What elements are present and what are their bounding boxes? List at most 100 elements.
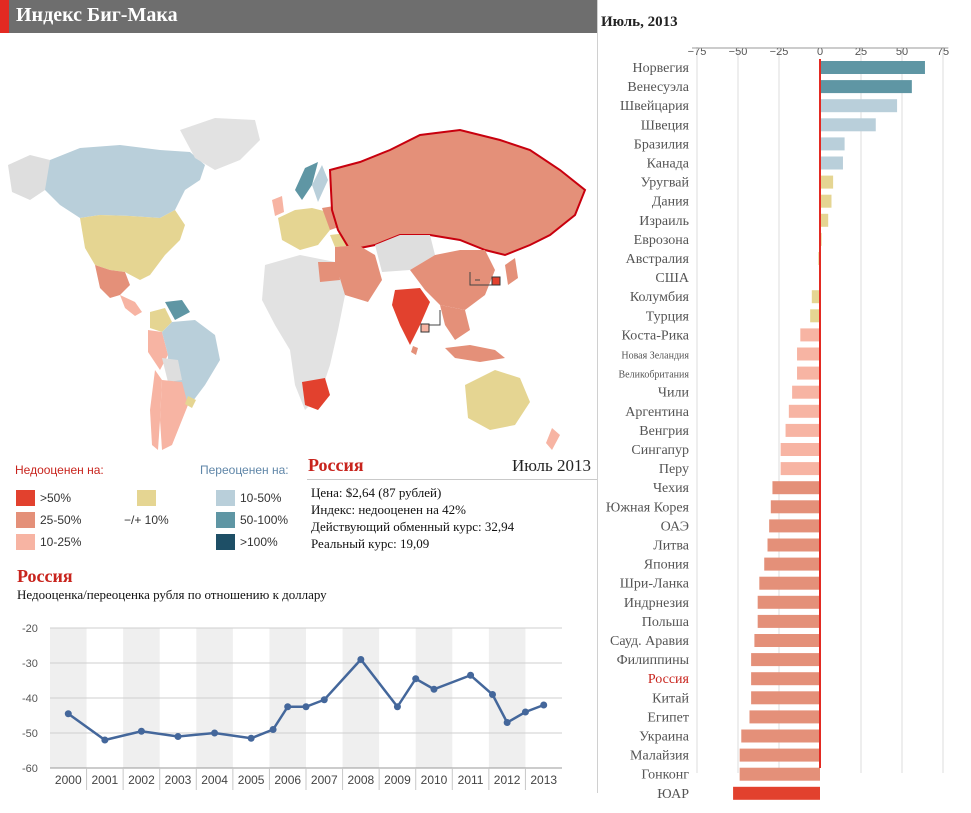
country-index: Индекс: недооценен на 42% [311,502,466,517]
bar-chart-category-label: Южная Корея [606,500,690,515]
map-marker-singapore[interactable] [420,323,430,333]
bar-chart-category-label: Китай [652,691,689,706]
bar-chart-category-label: ЮАР [657,787,689,802]
bar-chart-bar [759,576,820,590]
bar-chart-bar [767,538,820,552]
map-china[interactable] [410,250,495,310]
bar-chart-category-label: Перу [659,462,689,477]
map-norway[interactable] [295,162,318,200]
line-chart-point [540,701,548,709]
bar-chart-xtick: −25 [770,46,789,58]
map-japan[interactable] [505,258,518,285]
map-greenland[interactable] [180,118,260,170]
map-sri-lanka[interactable] [411,346,418,355]
bar-chart-category-label: Швеция [641,118,690,133]
country-detail-panel: Россия Июль 2013 Цена: $2,64 (87 рублей)… [307,455,597,555]
bar-chart-category-label: Коста-Рика [622,328,690,343]
legend-overvalued-heading: Переоценен на: [200,463,289,477]
line-chart-xtick: 2009 [384,773,411,787]
legend-swatch-25-50 [16,512,35,528]
bar-chart-bar [820,194,832,208]
bar-chart-bar [792,385,820,399]
line-chart-point [412,675,420,683]
map-middle-east[interactable] [335,245,382,302]
line-chart-point [357,656,365,663]
legend-swatch-neutral [137,490,156,506]
bar-chart-bar [780,462,820,476]
line-chart-point [247,734,255,742]
legend-swatch-over100 [216,534,235,550]
line-chart-xtick: 2005 [238,773,265,787]
line-chart-xtick: 2000 [55,773,82,787]
line-chart-point [137,727,145,735]
bar-chart-category-label: Уругвай [641,176,690,191]
line-chart-point [302,703,310,711]
line-chart-xtick: 2011 [458,773,484,787]
map-argentina[interactable] [160,380,188,450]
map-india[interactable] [392,288,430,345]
line-chart-ytick: -60 [22,763,38,775]
line-chart-xtick: 2010 [421,773,448,787]
line-chart-point [467,671,475,679]
title-bar: Индекс Биг-Мака [0,0,597,33]
bar-chart-bar [770,500,820,514]
line-chart-point [174,733,182,740]
line-chart-point [211,729,219,737]
legend-label-10-25: 10-25% [40,535,82,549]
bar-chart-category-label: Аргентина [625,405,689,420]
map-uk[interactable] [272,196,284,216]
map-russia[interactable] [328,128,587,257]
map-usa[interactable] [80,210,185,280]
bar-chart-category-label: Чили [658,386,690,401]
bar-chart-category-label: Венгрия [639,424,689,439]
line-chart-xtick: 2012 [494,773,521,787]
map-mexico[interactable] [95,265,130,298]
map-chile[interactable] [150,370,162,450]
map-venezuela[interactable] [165,300,190,320]
bar-chart-title: Июль, 2013 [601,14,678,30]
bar-chart-bar [764,557,820,571]
bar-chart-bar [810,309,820,323]
map-bolivia[interactable] [162,358,182,382]
line-chart-point [64,710,72,718]
map-alaska[interactable] [8,155,50,200]
line-chart-point [284,703,292,711]
bar-chart-bar [772,481,820,495]
legend-label-25-50: 25-50% [40,513,82,527]
map-indonesia[interactable] [445,345,505,362]
map-southeast-asia[interactable] [440,305,470,340]
line-chart: -20 -30 -40 -50 -60 2000 2001 2002 2003 2004 2005 2… [22,623,562,790]
map-egypt[interactable] [318,262,340,282]
world-map[interactable] [0,40,597,450]
line-chart-point [489,691,497,698]
map-australia[interactable] [465,370,530,430]
map-africa[interactable] [262,255,345,410]
map-central-america[interactable] [120,295,142,316]
map-uruguay[interactable] [185,396,196,408]
map-central-asia[interactable] [375,235,435,272]
bar-chart-xtick: 0 [817,46,823,58]
bar-chart-category-label: Сауд. Аравия [610,634,690,649]
bar-chart-category-label: Россия [648,672,690,687]
bar-chart-bar [751,672,820,686]
line-chart-ytick: -50 [22,728,38,740]
map-eurozone[interactable] [278,208,330,250]
bar-chart-xtick: −75 [688,46,707,58]
bar-chart-bar [820,61,925,74]
map-canada[interactable] [40,145,205,218]
bar-chart-category-label: Дания [652,195,690,210]
map-colombia[interactable] [150,308,172,332]
legend-label-over50: >50% [40,491,72,505]
map-marker-hongkong[interactable] [491,276,501,286]
country-name: Россия [308,455,364,475]
line-chart-xtick: 2013 [530,773,557,787]
bar-chart-category-label: Великобритания [619,370,690,381]
bar-chart-bar [820,99,898,113]
bar-chart-category-label: Сингапур [631,443,689,458]
line-chart-xtick: 2006 [274,773,301,787]
map-south-africa[interactable] [302,378,330,410]
map-sweden[interactable] [312,165,328,202]
map-new-zealand[interactable] [546,428,560,450]
country-exchange-rate: Действующий обменный курс: 32,94 [311,519,515,534]
bar-chart-bar [751,691,820,705]
